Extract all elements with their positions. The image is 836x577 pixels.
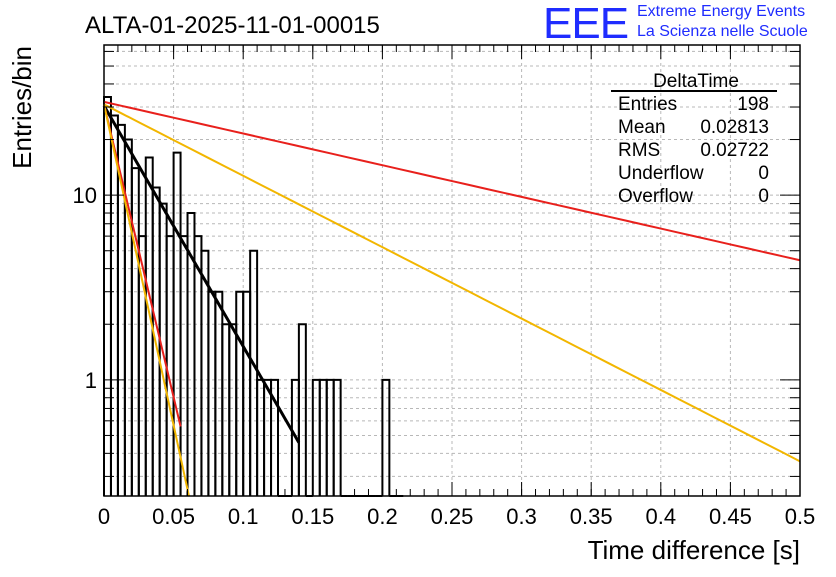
stats-value: 0.02722: [700, 140, 769, 161]
histogram-bin: [228, 323, 238, 496]
x-tick-label: 0.3: [506, 504, 537, 529]
histogram-bin: [207, 290, 217, 496]
histogram-bin: [270, 378, 279, 496]
histogram-bin: [130, 167, 140, 496]
fit-black: [102, 104, 301, 444]
histogram-bin: [109, 114, 119, 496]
x-tick-label: 0.15: [291, 504, 334, 529]
y-tick-label: 10: [73, 183, 97, 208]
histogram-bin: [242, 290, 252, 496]
histogram-bin: [214, 290, 224, 496]
histogram-bin: [221, 323, 231, 496]
histogram-bin: [381, 378, 391, 496]
x-tick-label: 0.25: [431, 504, 474, 529]
histogram-bin: [165, 235, 175, 496]
stats-title: DeltaTime: [653, 71, 739, 92]
histogram-bin: [235, 290, 245, 496]
x-tick-label: 0.05: [152, 504, 195, 529]
x-tick-label: 0.1: [228, 504, 259, 529]
stats-label: Overflow: [618, 186, 693, 207]
x-tick-label: 0: [98, 504, 110, 529]
histogram-bin: [179, 235, 189, 496]
stats-label: Entries: [618, 94, 677, 115]
fit-red-shallow: [103, 100, 801, 262]
x-axis-label: Time difference [s]: [588, 535, 800, 565]
stats-value: 0: [758, 163, 769, 184]
histogram-bin: [103, 95, 112, 496]
x-tick-label: 0.2: [367, 504, 398, 529]
eee-logo-mark: EEE: [543, 0, 629, 48]
x-tick-label: 0.35: [570, 504, 613, 529]
stats-value: 0: [758, 186, 769, 207]
x-tick-label: 0.5: [785, 504, 816, 529]
x-tick-label: 0.45: [709, 504, 752, 529]
eee-logo-line1: Extreme Energy Events: [637, 3, 806, 20]
eee-logo-line2: La Scienza nelle Scuole: [637, 23, 808, 40]
y-tick-label: 1: [85, 368, 97, 393]
stats-label: RMS: [618, 140, 660, 161]
stats-label: Underflow: [618, 163, 704, 184]
x-tick-label: 0.4: [646, 504, 677, 529]
fit-red-steep: [103, 104, 182, 427]
fit-orange-shallow: [103, 103, 801, 463]
histogram-bin: [297, 323, 307, 496]
y-axis-label: Entries/bin: [7, 46, 37, 169]
histogram-bin: [332, 378, 342, 496]
chart-title: ALTA-01-2025-11-01-00015: [85, 12, 380, 39]
fit-orange-steep: [103, 104, 190, 497]
histogram-bin: [249, 249, 259, 496]
stats-value: 0.02813: [700, 117, 769, 138]
stats-label: Mean: [618, 117, 666, 138]
stats-value: 198: [737, 94, 769, 115]
histogram-bin: [200, 249, 210, 496]
